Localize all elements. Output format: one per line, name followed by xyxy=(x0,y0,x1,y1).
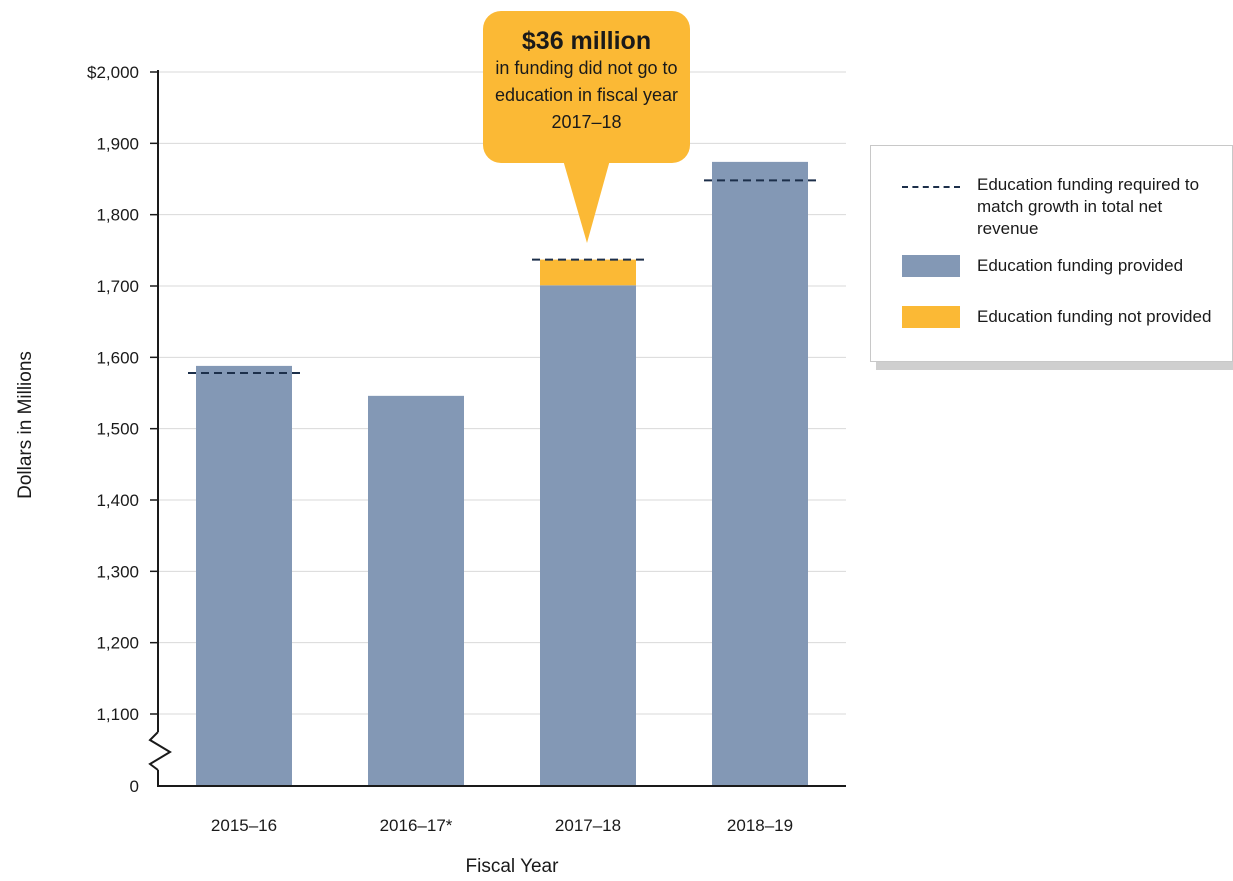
callout-pointer xyxy=(563,160,610,243)
y-tick-label: 1,900 xyxy=(96,134,139,153)
legend-label-provided: Education funding provided xyxy=(977,256,1184,275)
y-tick-label: 0 xyxy=(130,777,139,796)
y-tick-label: 1,200 xyxy=(96,634,139,653)
legend-swatch-provided xyxy=(902,255,960,277)
x-tick-label: 2018–19 xyxy=(727,816,793,835)
bar-provided xyxy=(368,395,464,786)
x-tick-label: 2017–18 xyxy=(555,816,621,835)
x-tick-label: 2016–17* xyxy=(380,816,453,835)
y-tick-label: 1,300 xyxy=(96,562,139,581)
callout-body: in funding did not go to education in fi… xyxy=(494,58,679,132)
y-tick-labels: $2,000 1,900 1,800 1,700 1,600 1,500 1,400 1,30… xyxy=(87,63,139,796)
y-tick-label: 1,800 xyxy=(96,206,139,225)
bar-provided xyxy=(540,285,636,786)
y-tick-label: 1,600 xyxy=(96,348,139,367)
y-tick-label: 1,400 xyxy=(96,491,139,510)
bar-not-provided xyxy=(540,259,636,286)
legend-label-required: Education funding required to match grow… xyxy=(977,175,1200,238)
legend-dash-swatch xyxy=(902,186,960,188)
y-tick-label: 1,500 xyxy=(96,420,139,439)
x-tick-label: 2015–16 xyxy=(211,816,277,835)
y-tick-label: 1,700 xyxy=(96,277,139,296)
y-axis-title: Dollars in Millions xyxy=(15,351,36,499)
y-tick-label: 1,100 xyxy=(96,705,139,724)
axis-break-marker xyxy=(148,731,172,771)
y-tick-label: $2,000 xyxy=(87,63,139,82)
bar-provided xyxy=(712,161,808,786)
bars xyxy=(196,161,808,786)
legend-swatch-not-provided xyxy=(902,306,960,328)
x-tick-labels: 2015–16 2016–17* 2017–18 2018–19 xyxy=(211,816,793,835)
axes xyxy=(148,70,846,787)
annotation-callout: $36 million in funding did not go to edu… xyxy=(483,11,690,163)
bar-provided xyxy=(196,365,292,786)
x-axis-title: Fiscal Year xyxy=(466,856,560,877)
legend: Education funding required to match grow… xyxy=(870,145,1233,362)
callout-title: $36 million xyxy=(521,27,652,55)
required-funding-lines xyxy=(188,179,816,375)
legend-label-not-provided: Education funding not provided xyxy=(977,307,1212,326)
